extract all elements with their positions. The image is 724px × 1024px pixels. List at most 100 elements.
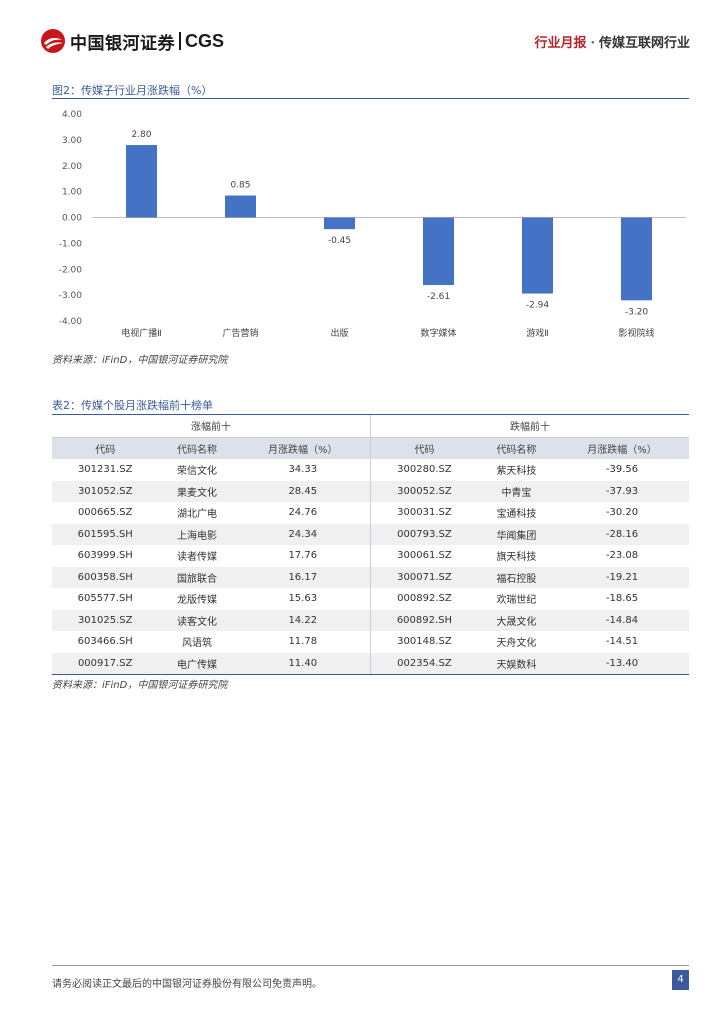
figure-source: 资料来源：iFinD，中国银河证券研究院: [52, 355, 228, 366]
x-category-label: 游戏Ⅱ: [526, 327, 548, 339]
y-tick-label: -4.00: [59, 317, 83, 327]
gain-change-cell: 24.34: [235, 523, 371, 545]
table-group-header: 涨幅前十 跌幅前十: [52, 414, 689, 438]
table-row: 600358.SH 国旅联合 16.17 300071.SZ 福石控股 -19.21: [52, 566, 689, 588]
gain-name-cell: 读者传媒: [177, 552, 217, 564]
table-row: 301052.SZ 果麦文化 28.45 300052.SZ 中青宝 -37.93: [52, 480, 689, 502]
gain-code-cell: 603999.SH: [77, 550, 133, 562]
loss-change-cell: -37.93: [554, 480, 689, 502]
footer-rule: [52, 965, 689, 966]
y-tick-label: 3.00: [62, 136, 82, 146]
loss-change-cell: -18.65: [605, 593, 639, 605]
gain-code-cell: 301052.SZ: [52, 480, 159, 502]
gain-change-cell: 28.45: [235, 480, 371, 502]
loss-name-cell: 天娱数科: [477, 652, 555, 675]
loss-code-cell: 300280.SZ: [369, 459, 478, 481]
loss-name-cell: 紫天科技: [496, 466, 537, 478]
loss-name-cell: 旗天科技: [496, 552, 537, 564]
chart-bar: [522, 217, 553, 294]
x-category-label: 电视广播Ⅱ: [121, 327, 161, 339]
x-category-label: 影视院线: [618, 327, 654, 339]
logo-divider: [179, 32, 181, 50]
loss-name-cell: 福石控股: [477, 566, 555, 588]
gain-name-cell: 果麦文化: [158, 480, 236, 502]
y-tick-label: 4.00: [62, 110, 82, 120]
table-row: 000917.SZ 电广传媒 11.40 002354.SZ 天娱数科 -13.40: [52, 652, 689, 675]
report-topic: 传媒互联网行业: [598, 36, 690, 51]
loss-code-cell: 300071.SZ: [369, 566, 478, 588]
table-row: 605577.SH 龙版传媒 15.63 000892.SZ 欢瑞世纪 -18.65: [52, 588, 689, 610]
gain-code-cell: 600358.SH: [52, 566, 159, 588]
gain-name-cell: 电广传媒: [158, 652, 236, 675]
gain-change-cell: 14.22: [235, 609, 371, 631]
bar-value-label: 0.85: [230, 181, 250, 191]
figure-caption: 图2：传媒子行业月涨跌幅（%）: [52, 84, 213, 97]
loss-code-cell: 600892.SH: [369, 609, 478, 631]
gain-name-cell: 湖北广电: [177, 509, 217, 521]
gain-code-cell: 000917.SZ: [52, 652, 159, 675]
logo-chinese-text: 中国银河证券: [70, 33, 175, 54]
page-number: 4: [672, 970, 689, 990]
report-title: 行业月报 · 传媒互联网行业: [534, 32, 690, 51]
loss-change-cell: -14.84: [554, 609, 689, 631]
column-header: 代码名称: [477, 437, 555, 459]
gain-change-cell: 24.76: [288, 507, 318, 519]
report-type: 行业月报: [534, 36, 587, 51]
loss-name-cell: 欢瑞世纪: [496, 595, 537, 607]
gain-change-cell: 16.17: [235, 566, 371, 588]
gain-code-cell: 000665.SZ: [77, 507, 133, 519]
loss-code-cell: 300031.SZ: [369, 502, 478, 524]
ranking-table: 涨幅前十 跌幅前十 代码 代码名称 月涨跌幅（%） 代码 代码名称 月涨跌幅（%…: [52, 414, 689, 675]
y-tick-label: 2.00: [62, 162, 82, 172]
table-row: 000665.SZ 湖北广电 24.76 300031.SZ 宝通科技 -30.20: [52, 502, 689, 524]
bar-value-label: 2.80: [131, 130, 151, 140]
gain-name-cell: 龙版传媒: [177, 595, 217, 607]
company-logo: 中国银河证券 CGS: [40, 28, 224, 54]
gain-change-cell: 11.78: [288, 636, 318, 648]
gain-group-header: 涨幅前十: [52, 414, 371, 438]
loss-code-cell: 300052.SZ: [369, 480, 478, 502]
table-body: 301231.SZ 荣信文化 34.33 300280.SZ 紫天科技 -39.56 301…: [52, 459, 689, 675]
logo-english-text: CGS: [185, 30, 225, 51]
y-tick-label: -2.00: [59, 265, 83, 275]
loss-change-cell: -19.21: [554, 566, 689, 588]
loss-code-cell: 000892.SZ: [369, 588, 478, 610]
loss-change-cell: -14.51: [605, 636, 639, 648]
gain-code-cell: 605577.SH: [77, 593, 133, 605]
chart-bar: [126, 145, 157, 218]
gain-name-cell: 国旅联合: [158, 566, 236, 588]
page-header: 中国银河证券 CGS 行业月报 · 传媒互联网行业: [40, 28, 690, 56]
loss-name-cell: 宝通科技: [496, 509, 537, 521]
gain-code-cell: 601595.SH: [52, 523, 159, 545]
table-row: 603466.SH 风语筑 11.78 300148.SZ 天舟文化 -14.51: [52, 631, 689, 653]
x-category-label: 出版: [330, 327, 348, 339]
loss-change-cell: -30.20: [605, 507, 639, 519]
gain-name-cell: 上海电影: [158, 523, 236, 545]
bar-value-label: -2.94: [526, 301, 550, 311]
y-tick-label: 1.00: [62, 188, 82, 198]
loss-code-cell: 300061.SZ: [369, 545, 478, 567]
chart-bar: [621, 217, 652, 301]
column-header: 代码: [369, 437, 478, 459]
loss-change-cell: -13.40: [554, 652, 689, 675]
column-header: 月涨跌幅（%）: [235, 437, 371, 459]
bar-value-label: -3.20: [625, 307, 649, 317]
y-tick-label: -3.00: [59, 291, 83, 301]
loss-code-cell: 300148.SZ: [369, 631, 478, 653]
table-source: 资料来源：iFinD，中国银河证券研究院: [52, 680, 228, 691]
loss-change-cell: -28.16: [554, 523, 689, 545]
gain-change-cell: 11.40: [235, 652, 371, 675]
x-category-label: 数字媒体: [420, 327, 456, 339]
loss-name-cell: 大晟文化: [477, 609, 555, 631]
bar-value-label: -2.61: [427, 292, 450, 302]
gain-code-cell: 301025.SZ: [52, 609, 159, 631]
cgs-logo-icon: [41, 29, 65, 53]
gain-code-cell: 603466.SH: [77, 636, 133, 648]
loss-group-header: 跌幅前十: [369, 414, 689, 438]
table-row: 301025.SZ 读客文化 14.22 600892.SH 大晟文化 -14.84: [52, 609, 689, 631]
table-caption: 表2：传媒个股月涨跌幅前十榜单: [52, 399, 213, 412]
footer-disclaimer: 请务必阅读正文最后的中国银河证券股份有限公司免责声明。: [52, 979, 322, 990]
gain-change-cell: 15.63: [288, 593, 318, 605]
gain-name-cell: 风语筑: [182, 638, 212, 650]
table-row: 603999.SH 读者传媒 17.76 300061.SZ 旗天科技 -23.08: [52, 545, 689, 567]
